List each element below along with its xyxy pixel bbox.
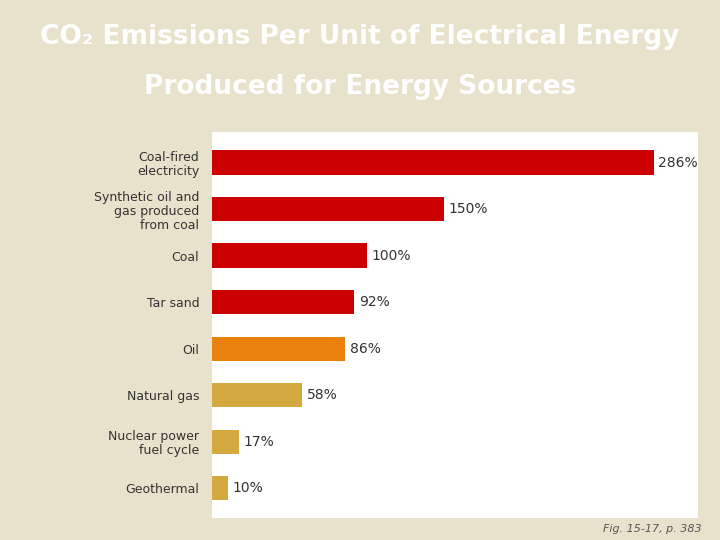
Bar <box>212 336 345 361</box>
Bar <box>212 383 302 407</box>
Text: 10%: 10% <box>233 481 264 495</box>
Bar <box>212 476 228 500</box>
Bar <box>212 429 238 454</box>
Text: 17%: 17% <box>243 435 274 449</box>
Text: 86%: 86% <box>350 342 381 356</box>
Text: Fig. 15-17, p. 383: Fig. 15-17, p. 383 <box>603 523 702 534</box>
Text: Produced for Energy Sources: Produced for Energy Sources <box>144 74 576 100</box>
Text: 150%: 150% <box>449 202 488 216</box>
Text: 92%: 92% <box>359 295 390 309</box>
Text: 286%: 286% <box>658 156 698 170</box>
Bar <box>212 151 654 174</box>
Text: 100%: 100% <box>372 248 411 262</box>
Text: 58%: 58% <box>307 388 337 402</box>
Bar <box>212 290 354 314</box>
Bar <box>212 244 366 268</box>
Bar <box>212 197 444 221</box>
Text: CO₂ Emissions Per Unit of Electrical Energy: CO₂ Emissions Per Unit of Electrical Ene… <box>40 24 680 50</box>
